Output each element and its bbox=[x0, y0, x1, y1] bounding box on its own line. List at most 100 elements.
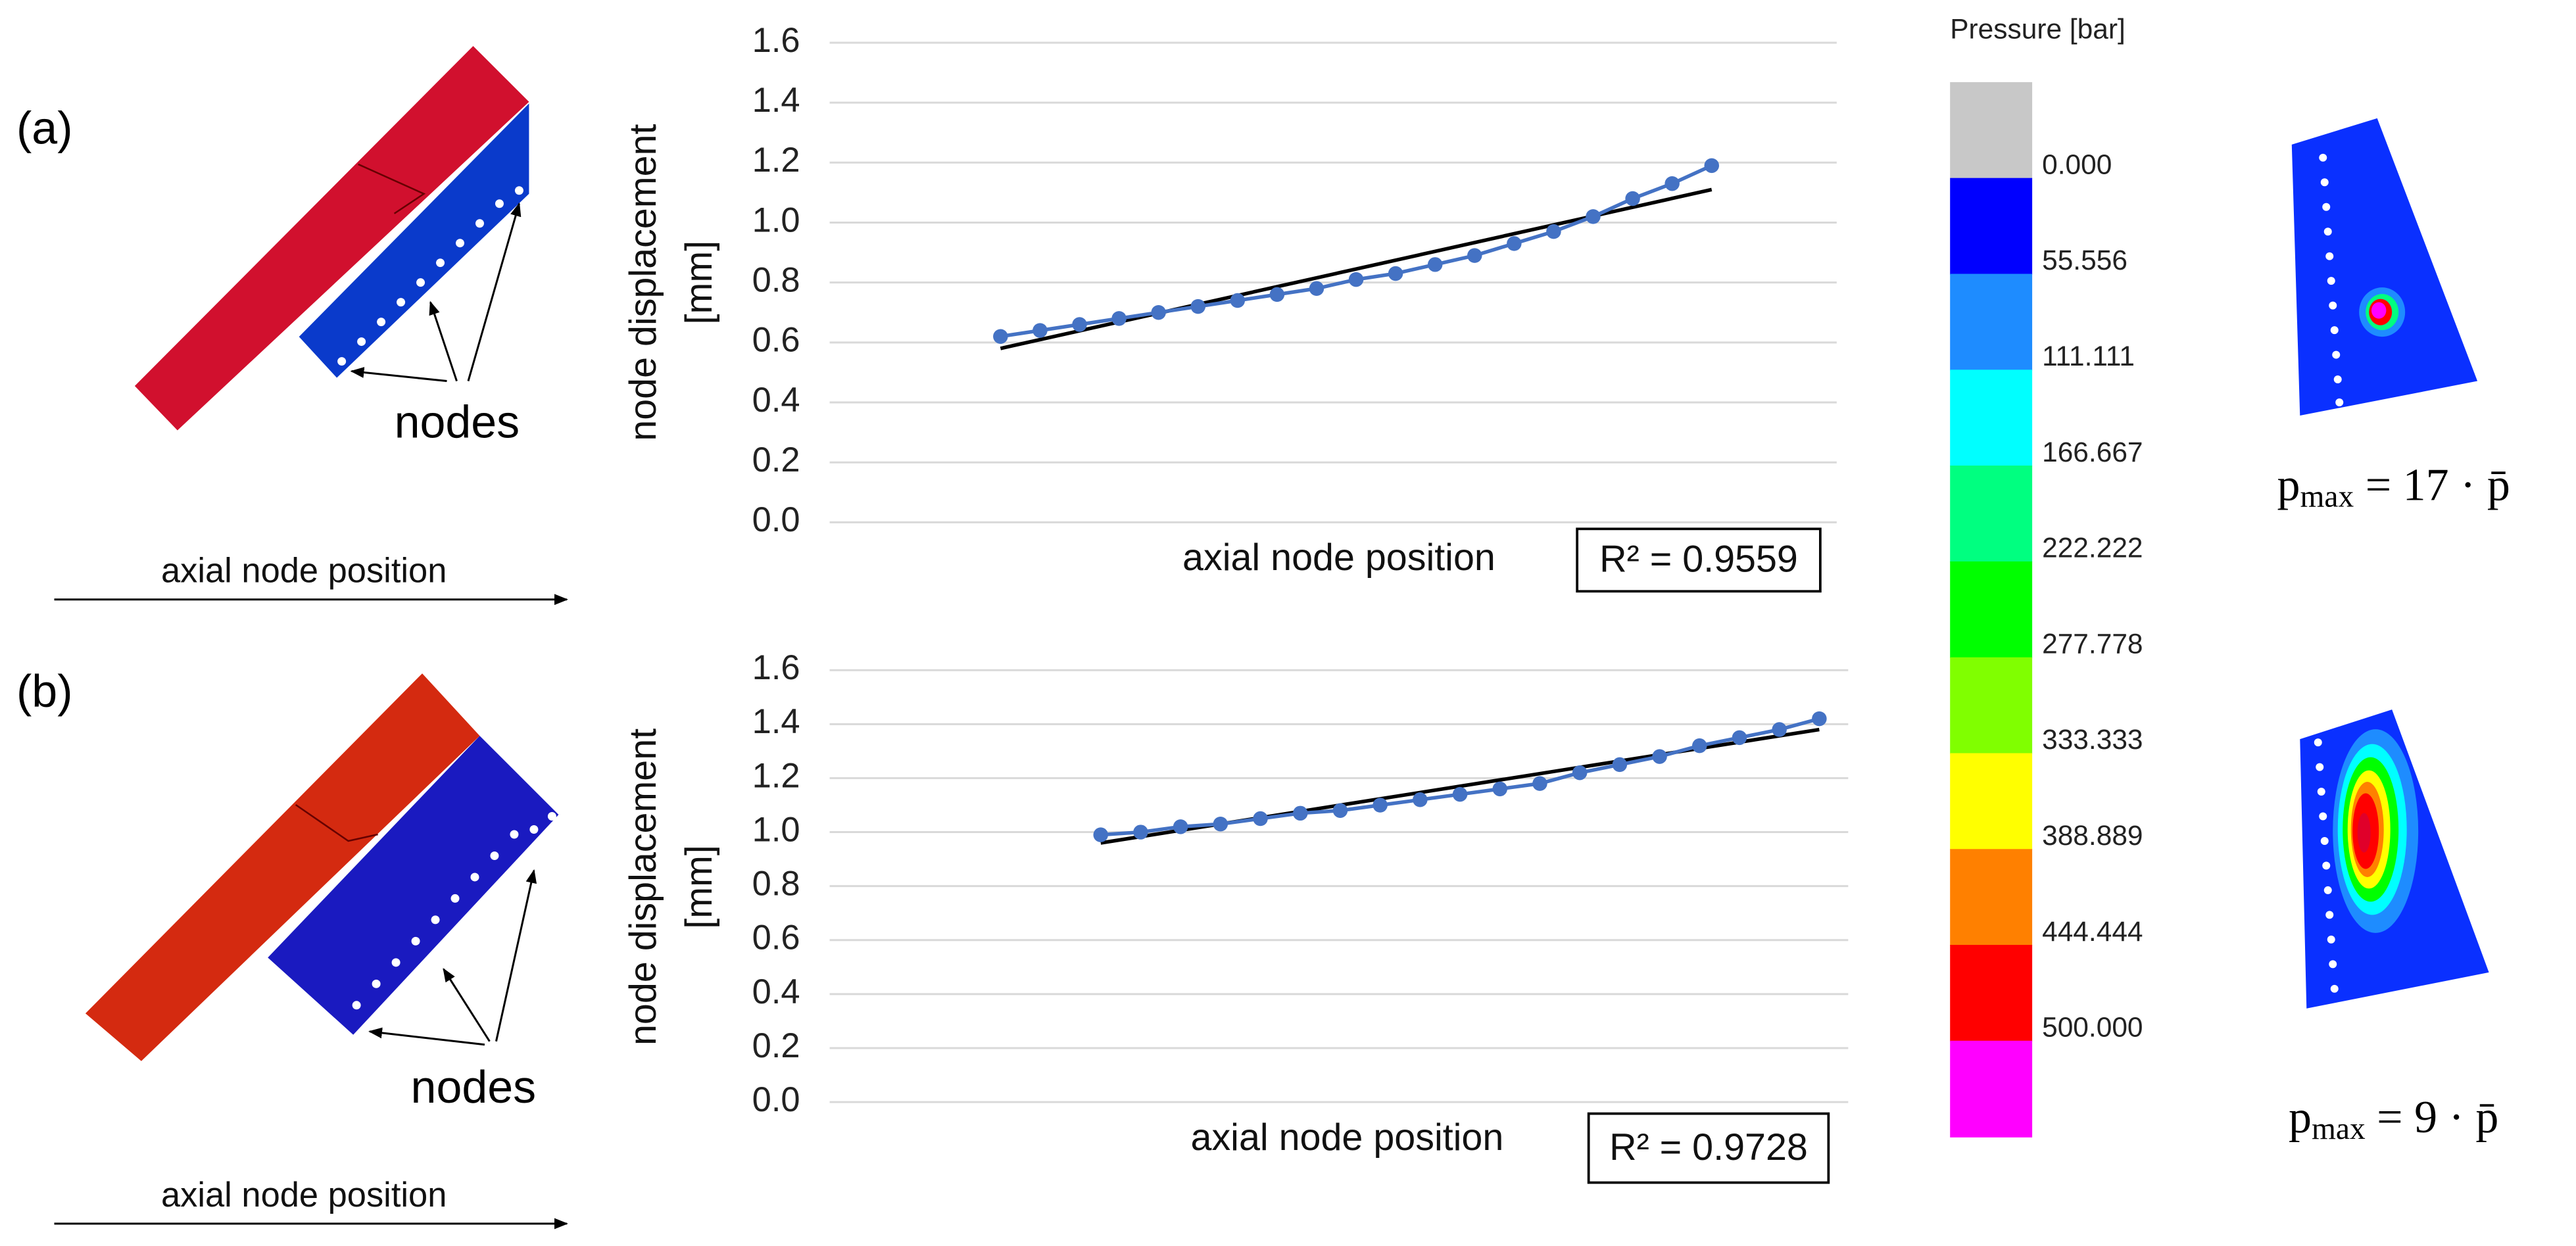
data-point bbox=[1111, 311, 1127, 326]
colorbar-segment bbox=[1950, 370, 2033, 467]
colorbar: 0.000 55.556 111.111 166.667 222.222 277.778 3… bbox=[1950, 82, 2143, 1138]
pressure-map-a bbox=[2291, 118, 2478, 416]
y-tick-label: 0.0 bbox=[752, 1081, 800, 1119]
series-line bbox=[1100, 717, 1820, 837]
contact-face bbox=[2291, 118, 2478, 416]
y-axis-label: [mm] bbox=[678, 845, 720, 929]
node-arrows bbox=[350, 202, 522, 383]
axis-caption: axial node position bbox=[161, 552, 447, 590]
data-point bbox=[1692, 738, 1707, 754]
y-tick-label: 0.2 bbox=[752, 1027, 800, 1065]
contour bbox=[2371, 302, 2387, 319]
y-axis-label: node displacement bbox=[622, 124, 664, 441]
data-point bbox=[993, 329, 1008, 344]
series-line bbox=[1000, 164, 1713, 339]
trendline bbox=[1000, 187, 1713, 350]
node-dots bbox=[337, 186, 523, 366]
blue-part bbox=[268, 736, 559, 1035]
data-point bbox=[1812, 711, 1827, 727]
colorbar-segment bbox=[1950, 178, 2033, 275]
y-tick-label: 0.6 bbox=[752, 322, 800, 360]
formula-rhs: = 9 · p̄ bbox=[2366, 1092, 2499, 1143]
data-point bbox=[1532, 776, 1547, 791]
data-point bbox=[1388, 266, 1403, 281]
data-point bbox=[1373, 798, 1388, 813]
data-point bbox=[1253, 811, 1268, 827]
data-point bbox=[1427, 257, 1443, 272]
y-tick-label: 1.6 bbox=[752, 22, 800, 60]
colorbar-label: 500.000 bbox=[2042, 1012, 2143, 1043]
y-tick-label: 0.8 bbox=[752, 262, 800, 300]
y-tick-label: 1.6 bbox=[752, 649, 800, 687]
y-tick-label: 0.4 bbox=[752, 973, 800, 1011]
data-point bbox=[1612, 757, 1628, 773]
y-tick-label: 1.4 bbox=[752, 703, 800, 741]
blue-part bbox=[299, 103, 529, 378]
data-point bbox=[1732, 730, 1747, 746]
contour bbox=[2357, 813, 2371, 853]
colorbar-label: 55.556 bbox=[2042, 245, 2127, 276]
colorbar-segment bbox=[1950, 945, 2033, 1042]
groove bbox=[358, 163, 426, 214]
diagram-b bbox=[54, 673, 568, 1230]
data-point bbox=[1190, 299, 1205, 314]
node-dots bbox=[2314, 738, 2339, 993]
nodes-label: nodes bbox=[395, 396, 520, 447]
y-tick-label: 0.6 bbox=[752, 919, 800, 957]
annotation-box bbox=[1587, 1112, 1830, 1184]
y-tick-label: 1.0 bbox=[752, 811, 800, 849]
colorbar-segment bbox=[1950, 753, 2033, 850]
y-axis-label: node displacement bbox=[622, 729, 664, 1045]
diagram-a bbox=[54, 45, 568, 606]
colorbar-label: 166.667 bbox=[2042, 437, 2143, 467]
colorbar-segment bbox=[1950, 82, 2033, 179]
node-dots bbox=[332, 812, 556, 1031]
formula-base: p bbox=[2289, 1092, 2312, 1143]
data-point bbox=[1151, 305, 1166, 320]
data-point bbox=[1309, 281, 1324, 297]
data-point bbox=[1072, 317, 1087, 332]
colorbar-segment bbox=[1950, 849, 2033, 946]
data-point bbox=[1572, 765, 1588, 780]
colorbar-label: 277.778 bbox=[2042, 628, 2143, 659]
data-point bbox=[1586, 209, 1601, 224]
data-point bbox=[1230, 293, 1246, 308]
data-point bbox=[1348, 272, 1364, 287]
colorbar-label: 222.222 bbox=[2042, 533, 2143, 563]
colorbar-label: 111.111 bbox=[2042, 341, 2135, 371]
formula: pmax = 9 · p̄ bbox=[2289, 1092, 2498, 1146]
axis-caption: axial node position bbox=[161, 1176, 447, 1214]
formula-sub: max bbox=[2312, 1112, 2366, 1146]
data-point bbox=[1492, 781, 1507, 797]
colorbar-segment bbox=[1950, 561, 2033, 658]
data-point bbox=[1467, 248, 1482, 263]
x-axis-label: axial node position bbox=[1191, 1116, 1504, 1159]
groove bbox=[295, 804, 378, 842]
data-point bbox=[1704, 158, 1719, 174]
y-axis-label: [mm] bbox=[678, 241, 720, 325]
red-part bbox=[134, 45, 529, 431]
y-tick-label: 1.2 bbox=[752, 141, 800, 180]
formula: pmax = 17 · p̄ bbox=[2277, 460, 2510, 514]
colorbar-segment bbox=[1950, 466, 2033, 563]
data-point bbox=[1507, 236, 1522, 251]
pressure-map-b bbox=[2300, 709, 2489, 1009]
colorbar-title: Pressure [bar] bbox=[1950, 14, 2126, 45]
colorbar-segment bbox=[1950, 274, 2033, 371]
data-point bbox=[1625, 191, 1640, 206]
node-arrows bbox=[368, 869, 537, 1046]
y-tick-label: 1.4 bbox=[752, 82, 800, 120]
colorbar-segment bbox=[1950, 657, 2033, 754]
panel-label: (a) bbox=[16, 102, 72, 153]
colorbar-label: 333.333 bbox=[2042, 724, 2143, 755]
data-point bbox=[1772, 722, 1787, 737]
chart: 0.0 0.2 0.4 0.6 0.8 1.0 1.2 1.4 1.6 node displace… bbox=[622, 22, 1837, 593]
colorbar-segment bbox=[1950, 1040, 2033, 1138]
data-point bbox=[1133, 825, 1148, 840]
data-point bbox=[1033, 323, 1048, 338]
colorbar-label: 444.444 bbox=[2042, 916, 2143, 947]
x-axis-label: axial node position bbox=[1182, 537, 1495, 579]
data-point bbox=[1546, 224, 1561, 239]
